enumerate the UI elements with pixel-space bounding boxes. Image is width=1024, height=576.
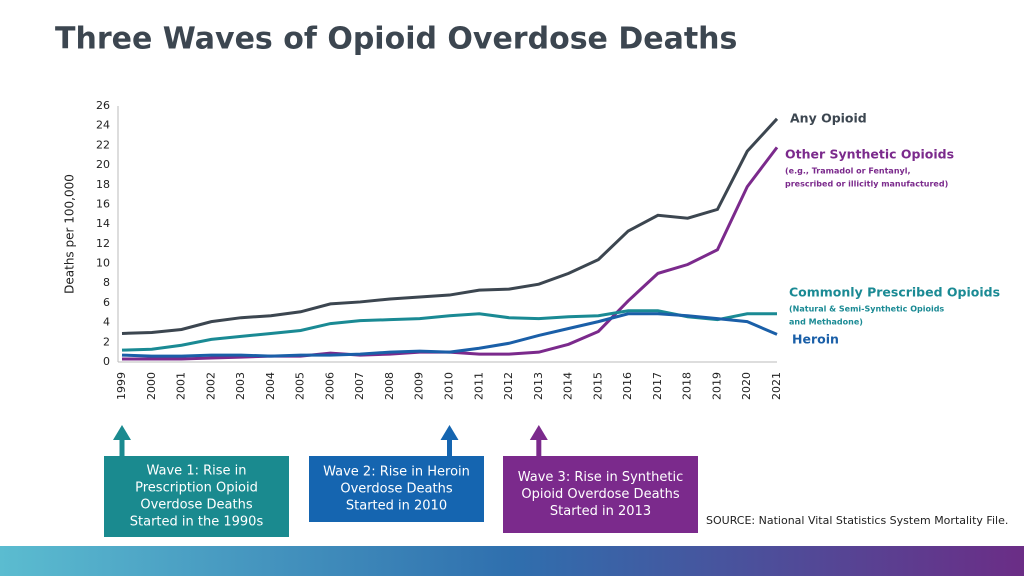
- series-line: [121, 117, 779, 335]
- y-tick-label: 24: [96, 119, 110, 132]
- x-tick-label: 2016: [621, 372, 634, 400]
- legend-note: prescribed or illicitly manufactured): [785, 180, 948, 189]
- legend-note: and Methadone): [789, 318, 863, 327]
- wave-text: Opioid Overdose Deaths: [521, 487, 680, 502]
- legend-label: Any Opioid: [790, 111, 867, 126]
- legend-label: Other Synthetic Opioids: [785, 147, 954, 162]
- wave-text: Wave 1: Rise in: [147, 464, 247, 479]
- x-tick-label: 2010: [443, 372, 456, 400]
- wave-text: Started in 2010: [346, 499, 447, 514]
- wave-text: Overdose Deaths: [340, 482, 452, 497]
- y-tick-label: 14: [96, 217, 110, 230]
- y-tick-label: 2: [103, 335, 110, 348]
- x-tick-label: 2013: [532, 372, 545, 400]
- x-tick-label: 2008: [383, 372, 396, 400]
- y-tick-label: 18: [96, 178, 110, 191]
- chart-title: Three Waves of Opioid Overdose Deaths: [55, 22, 737, 57]
- x-tick-label: 2007: [353, 372, 366, 400]
- x-tick-label: 2020: [740, 372, 753, 400]
- y-tick-label: 4: [103, 316, 110, 329]
- wave-text: Wave 3: Rise in Synthetic: [518, 470, 684, 485]
- x-tick-label: 2004: [264, 372, 277, 400]
- legend-note: (e.g., Tramadol or Fentanyl,: [785, 167, 911, 176]
- x-tick-label: 1999: [115, 372, 128, 400]
- y-tick-label: 0: [103, 355, 110, 368]
- wave-box: [503, 456, 698, 533]
- series-line: [121, 309, 777, 352]
- wave-text: Overdose Deaths: [140, 498, 252, 513]
- x-tick-label: 2012: [502, 372, 515, 400]
- x-tick-label: 2000: [145, 372, 158, 400]
- legend-label: Commonly Prescribed Opioids: [789, 285, 1000, 300]
- legend-note: (Natural & Semi-Synthetic Opioids: [789, 305, 944, 314]
- x-tick-label: 2017: [651, 372, 664, 400]
- series-line: [121, 312, 778, 358]
- x-tick-label: 2006: [323, 372, 336, 400]
- wave-box: [309, 456, 484, 522]
- wave-arrow-head: [529, 425, 548, 440]
- series-line: [122, 146, 779, 361]
- x-tick-label: 2015: [591, 372, 604, 400]
- y-tick-label: 16: [96, 197, 110, 210]
- x-tick-label: 2011: [472, 372, 485, 400]
- footer-bar: [0, 546, 1024, 576]
- x-tick-label: 2009: [413, 372, 426, 400]
- x-tick-label: 2019: [710, 372, 723, 400]
- x-tick-label: 2014: [562, 372, 575, 400]
- x-tick-label: 2002: [204, 372, 217, 400]
- x-tick-label: 2001: [175, 372, 188, 400]
- wave-box: [104, 456, 289, 537]
- y-tick-label: 12: [96, 237, 110, 250]
- y-tick-label: 26: [96, 99, 110, 112]
- wave-arrow-head: [440, 425, 459, 440]
- x-tick-label: 2018: [681, 372, 694, 400]
- y-tick-label: 10: [96, 257, 110, 270]
- x-tick-label: 2003: [234, 372, 247, 400]
- y-tick-label: 8: [103, 276, 110, 289]
- wave-text: Wave 2: Rise in Heroin: [323, 465, 470, 480]
- source: SOURCE: National Vital Statistics System…: [706, 514, 1008, 527]
- legend-label: Heroin: [792, 332, 839, 347]
- wave-text: Started in the 1990s: [130, 515, 264, 530]
- y-tick-label: 22: [96, 138, 110, 151]
- y-axis-label: Deaths per 100,000: [63, 174, 77, 294]
- x-tick-label: 2005: [294, 372, 307, 400]
- y-tick-label: 20: [96, 158, 110, 171]
- wave-text: Prescription Opioid: [135, 481, 258, 496]
- x-tick-label: 2021: [770, 372, 783, 400]
- wave-text: Started in 2013: [550, 504, 651, 519]
- y-tick-label: 6: [103, 296, 110, 309]
- wave-arrow-head: [113, 425, 131, 440]
